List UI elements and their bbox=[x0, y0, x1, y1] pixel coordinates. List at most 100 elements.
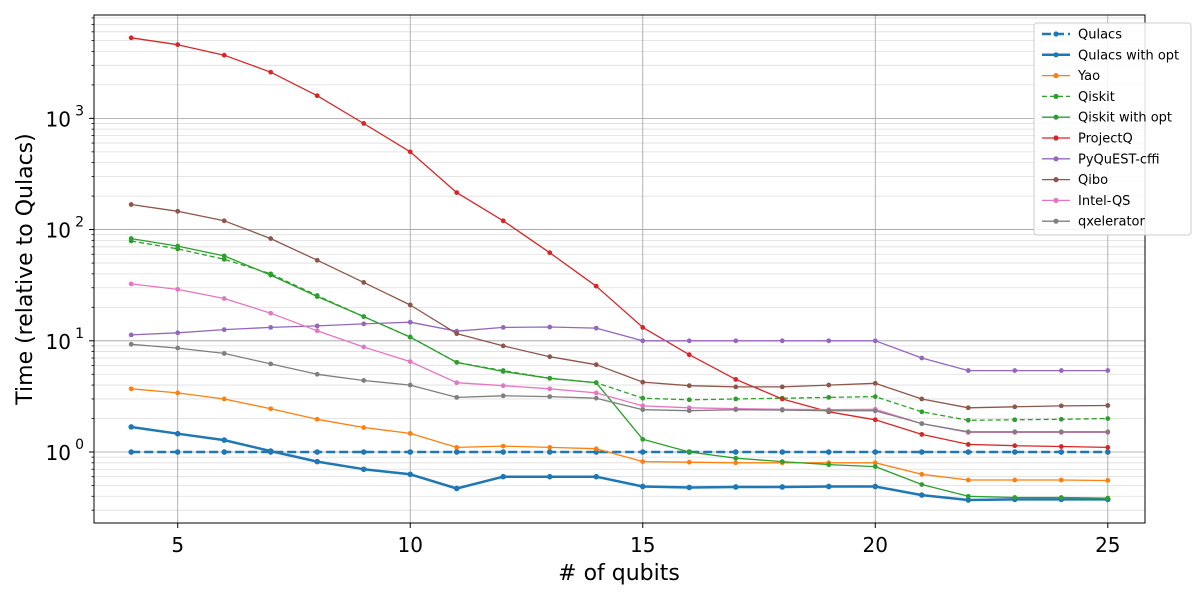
data-point bbox=[314, 257, 320, 263]
data-point bbox=[454, 190, 460, 196]
data-point bbox=[1012, 429, 1018, 435]
data-point bbox=[872, 449, 879, 455]
data-point bbox=[919, 482, 925, 487]
data-point bbox=[826, 394, 832, 400]
series-line bbox=[131, 37, 1108, 449]
data-point bbox=[919, 432, 925, 437]
legend-label: Qiskit bbox=[1078, 90, 1115, 105]
data-point bbox=[268, 361, 274, 367]
data-point bbox=[733, 338, 739, 344]
data-point bbox=[500, 218, 506, 224]
series-line bbox=[131, 343, 1108, 433]
series-line bbox=[131, 203, 1108, 409]
data-point bbox=[547, 386, 553, 392]
data-point bbox=[965, 493, 971, 499]
data-point bbox=[826, 338, 832, 344]
series-qibo bbox=[128, 202, 1111, 411]
data-point bbox=[175, 286, 181, 292]
y-tick-exponent: 1 bbox=[75, 326, 84, 342]
data-point bbox=[1058, 449, 1065, 455]
legend-label: Qibo bbox=[1078, 173, 1108, 188]
y-tick-exponent: 0 bbox=[75, 437, 84, 453]
data-point bbox=[1105, 368, 1111, 373]
legend-label: Qulacs bbox=[1078, 28, 1122, 43]
data-point bbox=[640, 403, 646, 409]
data-point bbox=[779, 338, 785, 344]
data-point bbox=[1058, 416, 1064, 422]
data-point bbox=[361, 314, 367, 320]
legend-label: qxelerator bbox=[1078, 215, 1146, 230]
data-point bbox=[919, 355, 925, 361]
data-point bbox=[268, 236, 274, 241]
data-point bbox=[872, 394, 878, 399]
data-point bbox=[547, 354, 553, 360]
data-point bbox=[593, 390, 599, 396]
data-point bbox=[965, 477, 971, 483]
data-point bbox=[825, 483, 832, 490]
legend-label: PyQuEST-cffi bbox=[1078, 152, 1160, 167]
x-tick-label: 25 bbox=[1095, 533, 1120, 557]
data-point bbox=[733, 376, 739, 382]
data-point bbox=[407, 382, 413, 388]
data-point bbox=[640, 338, 646, 344]
data-point bbox=[361, 378, 367, 383]
data-point bbox=[221, 449, 228, 455]
data-point bbox=[640, 379, 646, 385]
data-point bbox=[1012, 417, 1018, 423]
data-point bbox=[1105, 478, 1111, 483]
data-point bbox=[872, 380, 878, 386]
data-point bbox=[1105, 416, 1111, 421]
y-tick-label: 10 bbox=[46, 219, 71, 243]
data-point bbox=[965, 368, 971, 373]
legend-item: Qulacs with opt bbox=[1042, 48, 1179, 63]
legend-item: PyQuEST-cffi bbox=[1042, 152, 1160, 167]
data-point bbox=[314, 449, 321, 455]
legend-marker bbox=[1053, 197, 1059, 203]
y-tick-label: 10 bbox=[46, 330, 71, 354]
data-point bbox=[826, 382, 832, 388]
y-tick-exponent: 3 bbox=[75, 103, 84, 119]
data-point bbox=[268, 272, 274, 278]
series-line bbox=[131, 237, 1108, 499]
data-point bbox=[733, 455, 739, 461]
data-point bbox=[1058, 403, 1064, 409]
data-point bbox=[453, 449, 460, 455]
data-point bbox=[361, 425, 367, 430]
data-point bbox=[407, 449, 414, 455]
data-point bbox=[918, 492, 925, 498]
series-line bbox=[131, 321, 1108, 372]
plot-background bbox=[94, 15, 1145, 523]
data-point bbox=[360, 449, 367, 455]
series-line bbox=[131, 240, 1108, 421]
data-point bbox=[174, 430, 181, 437]
series-qulacs-with-opt bbox=[128, 424, 1111, 503]
legend-item: Qiskit with opt bbox=[1042, 111, 1172, 126]
data-point bbox=[500, 383, 506, 389]
minor-gridlines bbox=[94, 17, 1145, 511]
data-point bbox=[1012, 495, 1018, 500]
data-point bbox=[825, 449, 832, 455]
legend-marker bbox=[1053, 135, 1059, 141]
data-point bbox=[686, 352, 692, 358]
x-tick-label: 15 bbox=[630, 533, 655, 557]
data-point bbox=[640, 436, 646, 442]
data-point bbox=[175, 243, 181, 249]
data-point bbox=[268, 69, 274, 75]
data-point bbox=[593, 362, 599, 368]
data-point bbox=[686, 383, 692, 389]
data-point bbox=[547, 445, 553, 450]
data-point bbox=[314, 416, 320, 422]
data-point bbox=[1105, 445, 1111, 450]
data-point bbox=[361, 121, 367, 126]
data-point bbox=[128, 386, 134, 392]
data-point bbox=[128, 236, 134, 241]
data-point bbox=[361, 321, 367, 327]
data-point bbox=[407, 319, 413, 325]
data-point bbox=[639, 449, 646, 455]
data-point bbox=[779, 396, 785, 402]
legend-item: Qulacs bbox=[1042, 28, 1122, 43]
data-point bbox=[360, 466, 367, 473]
data-point bbox=[407, 302, 413, 308]
